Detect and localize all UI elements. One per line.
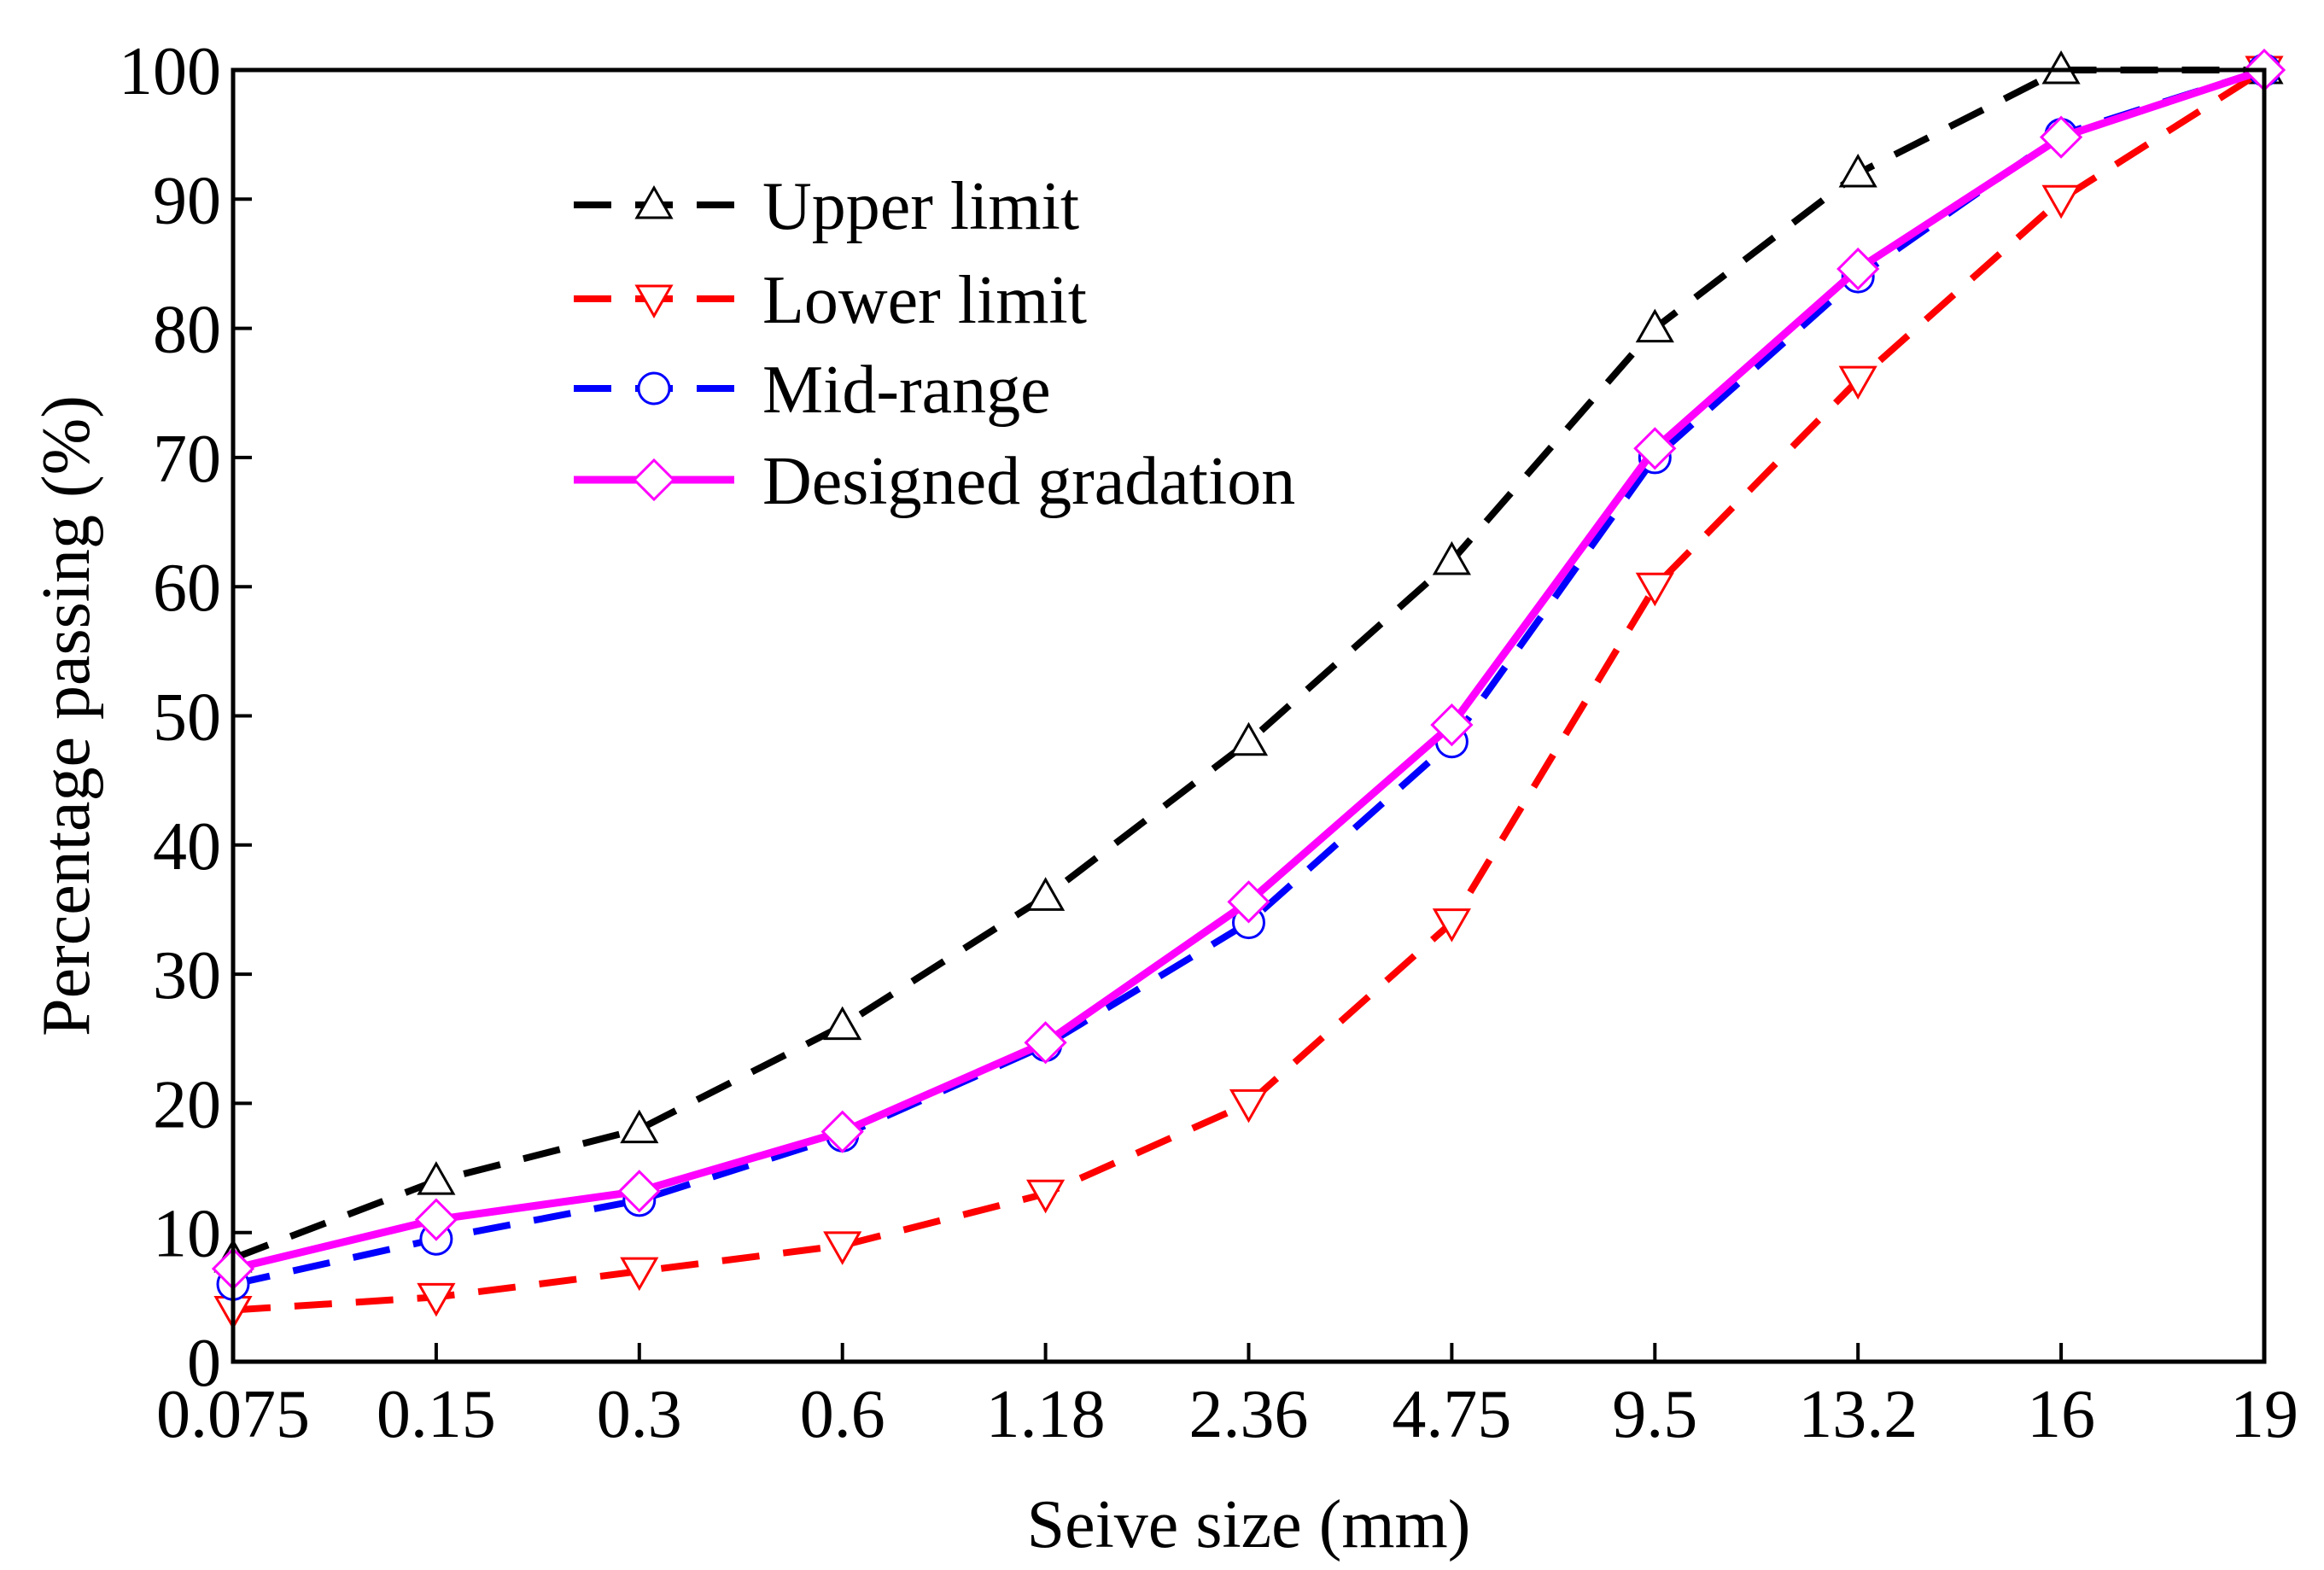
- data-point-designed-gradation: [414, 1198, 458, 1241]
- data-point-upper-limit: [1838, 154, 1877, 188]
- data-point-lower-limit: [1026, 1179, 1066, 1214]
- data-point-upper-limit: [1026, 877, 1066, 911]
- plot-border: [231, 67, 2267, 1364]
- x-tick-label: 13.2: [1798, 1377, 1918, 1452]
- legend-marker-designed-gradation: [632, 458, 676, 502]
- data-point-designed-gradation: [1633, 427, 1677, 470]
- x-tick-label: 2.36: [1189, 1377, 1309, 1452]
- data-point-lower-limit: [1229, 1088, 1269, 1124]
- y-tick-label: 10: [153, 1197, 221, 1272]
- x-tick-label: 4.75: [1392, 1377, 1511, 1452]
- y-tick-label: 20: [153, 1067, 221, 1142]
- y-tick-label: 60: [153, 551, 221, 626]
- plot-area: [211, 48, 2286, 1330]
- y-tick-label: 90: [153, 163, 221, 238]
- series-line-upper-limit: [231, 67, 2264, 1262]
- legend: Upper limit Lower limit Mid-range Designed …: [574, 169, 1295, 519]
- x-tick-label: 1.18: [986, 1377, 1106, 1452]
- axis-ticks: 0 10 20 30 40 50 60 70 80 90 100 0.075 0.15 0.3 0.6 1.1…: [119, 34, 2298, 1452]
- series-designed-gradation: [211, 48, 2286, 1291]
- data-point-upper-limit: [823, 1006, 862, 1041]
- data-point-lower-limit: [417, 1282, 456, 1317]
- x-tick-label: 19: [2230, 1377, 2298, 1452]
- data-point-lower-limit: [823, 1231, 862, 1265]
- legend-marker-mid-range: [637, 371, 671, 406]
- legend-marker-upper-limit: [634, 184, 674, 219]
- data-point-lower-limit: [2041, 184, 2081, 219]
- data-point-upper-limit: [1229, 721, 1269, 756]
- series-line-lower-limit: [232, 67, 2267, 1314]
- data-point-upper-limit: [1432, 540, 1471, 575]
- data-point-upper-limit: [417, 1161, 456, 1195]
- data-point-lower-limit: [620, 1257, 659, 1292]
- series-upper-limit: [213, 50, 2284, 1273]
- data-point-designed-gradation: [2039, 115, 2083, 159]
- data-point-lower-limit: [1838, 365, 1877, 400]
- x-tick-label: 0.075: [156, 1377, 310, 1452]
- y-tick-label: 50: [153, 680, 221, 756]
- legend-label-upper-limit: Upper limit: [762, 169, 1079, 244]
- data-point-lower-limit: [1635, 572, 1674, 607]
- data-point-designed-gradation: [1836, 247, 1880, 291]
- legend-item-designed-gradation: Designed gradation: [574, 444, 1295, 519]
- plot-frame: [231, 67, 2267, 1364]
- x-tick-label: 0.6: [800, 1377, 885, 1452]
- data-point-upper-limit: [1635, 308, 1674, 343]
- legend-label-designed-gradation: Designed gradation: [762, 444, 1295, 519]
- data-point-lower-limit: [1432, 908, 1471, 943]
- series-line-designed-gradation: [231, 66, 2266, 1273]
- x-tick-label: 16: [2027, 1377, 2095, 1452]
- y-tick-label: 70: [153, 422, 221, 497]
- data-point-designed-gradation: [820, 1110, 864, 1153]
- legend-label-lower-limit: Lower limit: [762, 263, 1087, 338]
- x-tick-label: 0.15: [377, 1377, 496, 1452]
- legend-marker-lower-limit: [634, 284, 674, 319]
- data-point-designed-gradation: [1024, 1021, 1067, 1065]
- legend-item-upper-limit: Upper limit: [574, 169, 1079, 244]
- x-axis-title: Seive size (mm): [1027, 1487, 1471, 1562]
- y-tick-label: 80: [153, 293, 221, 368]
- legend-item-lower-limit: Lower limit: [574, 263, 1087, 338]
- data-point-designed-gradation: [617, 1170, 661, 1213]
- y-axis-title: Percentage passing (%): [29, 395, 104, 1036]
- legend-label-mid-range: Mid-range: [762, 353, 1051, 428]
- legend-item-mid-range: Mid-range: [574, 353, 1051, 428]
- data-point-upper-limit: [620, 1109, 659, 1144]
- series-lower-limit: [213, 55, 2284, 1330]
- y-tick-label: 30: [153, 938, 221, 1013]
- x-tick-label: 0.3: [597, 1377, 682, 1452]
- data-point-designed-gradation: [1430, 703, 1474, 747]
- x-tick-label: 9.5: [1612, 1377, 1697, 1452]
- y-tick-label: 40: [153, 809, 221, 884]
- data-point-designed-gradation: [1227, 880, 1270, 924]
- y-tick-label: 0: [187, 1326, 221, 1401]
- y-tick-label: 100: [119, 34, 221, 109]
